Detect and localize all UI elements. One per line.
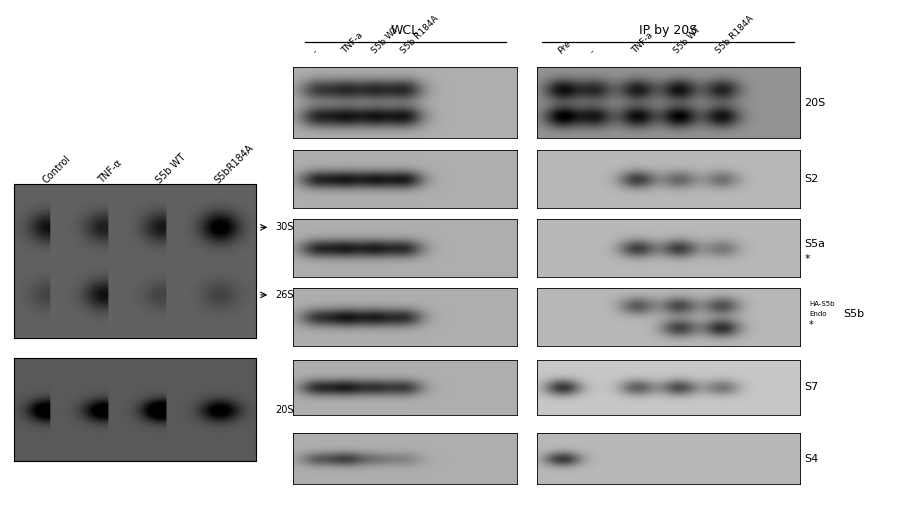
Text: S5a: S5a <box>804 239 825 249</box>
Text: S2: S2 <box>804 174 819 184</box>
Text: 20S: 20S <box>275 404 293 415</box>
Text: S4: S4 <box>804 454 819 464</box>
Text: -: - <box>311 47 320 55</box>
Text: *: * <box>809 319 813 330</box>
Text: -: - <box>588 47 597 55</box>
Text: Pre: Pre <box>557 39 573 55</box>
Text: S5b WT: S5b WT <box>673 25 703 55</box>
Text: TNF-α: TNF-α <box>96 158 123 186</box>
Text: 20S: 20S <box>804 98 825 108</box>
Text: S5bR184A: S5bR184A <box>213 143 255 186</box>
Text: S5b R184A: S5b R184A <box>399 14 440 55</box>
Text: S7: S7 <box>804 382 819 392</box>
Text: Endo: Endo <box>809 311 826 317</box>
Text: 30S: 30S <box>275 222 293 232</box>
Text: S5b WT: S5b WT <box>154 152 187 186</box>
Text: Control: Control <box>40 154 72 186</box>
Text: S5b WT: S5b WT <box>370 25 400 55</box>
Text: S5b R184A: S5b R184A <box>715 14 756 55</box>
Text: S5b: S5b <box>843 309 864 319</box>
Text: TNF-a: TNF-a <box>630 31 655 55</box>
Text: HA-S5b: HA-S5b <box>809 301 834 307</box>
Text: 26S: 26S <box>275 290 293 300</box>
Text: IP by 20S: IP by 20S <box>639 24 698 37</box>
Text: *: * <box>804 254 810 264</box>
Text: WCL: WCL <box>391 24 419 37</box>
Text: TNF-a: TNF-a <box>341 31 365 55</box>
